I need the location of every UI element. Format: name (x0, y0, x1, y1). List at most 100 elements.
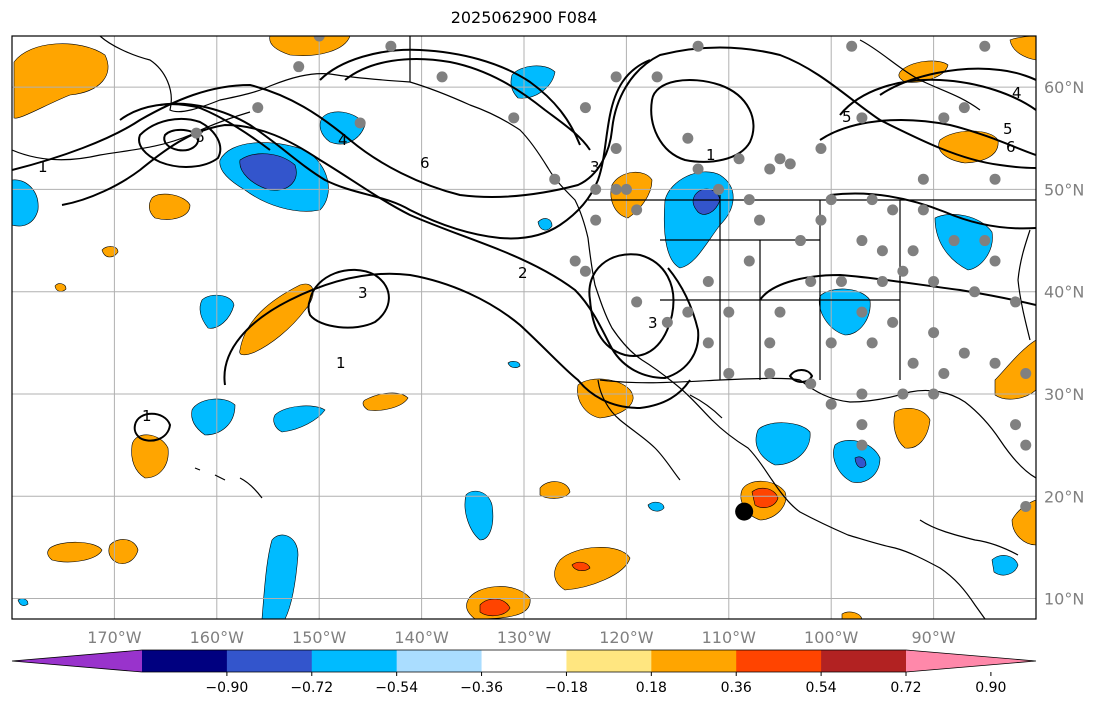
contour-label: 1 (336, 354, 346, 372)
colorbar-bin (736, 650, 822, 672)
longitude-tick-label: 100°W (804, 628, 859, 647)
colorbar-tick-label: 0.90 (975, 680, 1006, 696)
station-dot (549, 173, 561, 185)
colorbar-tick-label: 0.36 (721, 680, 752, 696)
map-area: 1 1 1 1 2 3 3 3 4 4 5 5 6 6 6 (12, 36, 1036, 619)
contour-label: 2 (518, 264, 528, 282)
contour-3-ring (307, 268, 390, 329)
station-dot (835, 275, 847, 287)
station-dot (805, 275, 817, 287)
station-dot (692, 40, 704, 52)
colorbar-bin (311, 650, 398, 672)
longitude-tick-label: 110°W (702, 628, 757, 647)
contour-6-east (819, 119, 1036, 156)
colorbar-bin (481, 650, 567, 672)
colorbar-bin (226, 650, 313, 672)
longitude-tick-label: 170°W (87, 628, 142, 647)
contour-label: 3 (590, 158, 600, 176)
colorbar-extend-low (12, 650, 142, 672)
station-dot (897, 265, 909, 277)
station-dot (866, 194, 878, 206)
contour-1-ring (650, 79, 755, 163)
contour-5 (138, 117, 222, 168)
station-dot (661, 316, 673, 328)
latitude-tick-label: 30°N (1044, 385, 1084, 404)
station-dot (825, 398, 837, 410)
contour-label: 5 (842, 108, 852, 126)
contour-label: 3 (358, 284, 368, 302)
colorbar-tick-label: −0.72 (290, 680, 333, 696)
station-dot (620, 183, 632, 195)
latitude-tick-label: 60°N (1044, 78, 1084, 97)
coastlines (12, 36, 1036, 619)
station-dot (702, 337, 714, 349)
station-dot (815, 143, 827, 155)
longitude-tick-label: 160°W (190, 628, 245, 647)
latitude-tick-label: 10°N (1044, 590, 1084, 609)
station-dot (651, 71, 663, 83)
station-dot (293, 61, 305, 73)
colorbar-tick-label: 0.72 (890, 680, 921, 696)
station-dot (733, 153, 745, 165)
contour-label: 4 (338, 131, 348, 149)
contour-label: 6 (1006, 138, 1016, 156)
contour-4 (119, 103, 271, 151)
station-dot (610, 71, 622, 83)
station-dot (907, 357, 919, 369)
station-dot (1020, 439, 1032, 451)
colorbar-bin (566, 650, 652, 672)
station-dot (743, 255, 755, 267)
station-dot (958, 347, 970, 359)
station-dot (774, 153, 786, 165)
station-dot (815, 214, 827, 226)
colorbar-tick-label: 0.18 (636, 680, 667, 696)
station-dot (856, 235, 868, 247)
latitude-tick-label: 40°N (1044, 283, 1084, 302)
station-dot (989, 173, 1001, 185)
station-dot (928, 275, 940, 287)
colorbar-tick-label: −0.36 (460, 680, 503, 696)
station-dot (876, 245, 888, 257)
station-dot (190, 127, 202, 139)
station-dot (774, 306, 786, 318)
colorbar-outline (11, 649, 1037, 673)
contour-3-ring-west (588, 253, 675, 357)
contour-labels: 1 1 1 1 2 3 3 3 4 4 5 5 6 6 6 (38, 84, 1022, 425)
contour-2-east (829, 192, 1036, 230)
contour-label: 6 (420, 154, 430, 172)
station-dot (590, 183, 602, 195)
contour-5-east (839, 78, 1036, 116)
contour-label: 1 (142, 407, 152, 425)
station-dot (897, 388, 909, 400)
station-dot (989, 255, 1001, 267)
station-dot (508, 112, 520, 124)
station-dot (856, 388, 868, 400)
station-dot (764, 337, 776, 349)
station-dot (928, 327, 940, 339)
station-dot (743, 194, 755, 206)
station-dot (866, 337, 878, 349)
station-dot (764, 368, 776, 380)
colorbar-tick-label: 0.54 (806, 680, 837, 696)
latitude-tick-label: 20°N (1044, 487, 1084, 506)
station-dot (610, 183, 622, 195)
colorbar-tick-label: −0.54 (375, 680, 418, 696)
station-dot (989, 357, 1001, 369)
colorbar-bin (142, 650, 228, 672)
station-dot (979, 235, 991, 247)
contour-label: 4 (1012, 84, 1022, 102)
contour-4-east (879, 67, 1036, 96)
station-dot (907, 245, 919, 257)
contour-6 (163, 128, 200, 152)
station-dot (682, 306, 694, 318)
longitude-tick-label: 90°W (912, 628, 956, 647)
station-dot (1020, 368, 1032, 380)
figure-title: 2025062900 F084 (450, 8, 598, 27)
longitude-tick-label: 120°W (599, 628, 654, 647)
station-dot (876, 275, 888, 287)
station-dot (313, 36, 325, 42)
colorbar: −0.90 −0.72 −0.54 −0.36 −0.18 0.18 0.36 0.54 0.7… (11, 649, 1037, 696)
contour-6-north (319, 48, 581, 146)
contour-mexico-ring (788, 369, 814, 383)
contour-label: 3 (648, 314, 658, 332)
